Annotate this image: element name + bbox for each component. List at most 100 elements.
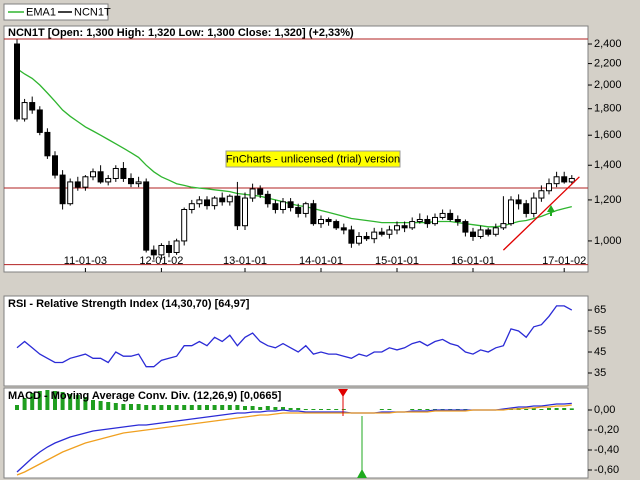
macd-line	[16, 404, 572, 476]
histogram-bar	[136, 404, 141, 410]
candle-body	[530, 197, 537, 214]
histogram-bar	[212, 405, 217, 410]
rsi-title: RSI - Relative Strength Index (14,30,70)…	[8, 298, 250, 310]
histogram-bar	[53, 391, 57, 410]
histogram-bar	[410, 409, 415, 410]
histogram-bar	[197, 405, 202, 410]
histogram-bar	[113, 403, 118, 410]
x-tick-label: 17-01-02	[542, 255, 586, 267]
candle-body	[416, 218, 423, 223]
candle-body	[211, 197, 218, 207]
candle-body	[280, 201, 286, 210]
y-tick-label: -0,20	[594, 424, 619, 436]
histogram-bar	[75, 395, 80, 410]
candle-body	[378, 231, 385, 235]
price-plot	[4, 38, 588, 266]
histogram-bar	[68, 394, 73, 410]
histogram-bar	[205, 405, 209, 410]
histogram-bar	[265, 406, 270, 410]
price-panel	[3, 25, 589, 273]
y-tick-label: 2,400	[594, 38, 622, 50]
histogram-bar	[91, 400, 95, 410]
macd-panel	[3, 387, 589, 479]
y-tick-label: -0,40	[594, 444, 619, 456]
candle-body	[462, 221, 469, 233]
histogram-bar	[106, 402, 111, 410]
y-tick-label: 35	[594, 367, 606, 379]
histogram-bar	[45, 390, 50, 410]
candle-body	[538, 190, 545, 199]
x-tick-label: 13-01-01	[223, 255, 267, 267]
candle-body	[150, 249, 157, 256]
candle-body	[454, 218, 461, 223]
y-tick-label: 45	[594, 346, 606, 358]
candle-body	[196, 199, 203, 205]
histogram-bar	[425, 409, 430, 410]
candle-body	[120, 167, 127, 179]
candle-body	[310, 203, 317, 225]
histogram-bar	[334, 409, 339, 410]
candle-body	[166, 244, 172, 253]
histogram-bar	[303, 409, 308, 410]
histogram-bar	[319, 409, 323, 410]
watermark: FnCharts - unlicensed (trial) version	[226, 153, 400, 165]
legend-label: NCN1T	[74, 6, 111, 18]
candle-body	[112, 167, 119, 179]
rsi-line	[16, 305, 573, 368]
sell-arrow	[338, 389, 348, 397]
histogram-bar	[531, 408, 536, 410]
price-title: NCN1T [Open: 1,300 High: 1,320 Low: 1,30…	[8, 27, 354, 39]
histogram-bar	[144, 405, 149, 410]
y-tick-label: 1,000	[594, 235, 622, 247]
histogram-bar	[417, 409, 422, 410]
x-tick-label: 14-01-01	[299, 255, 343, 267]
histogram-bar	[554, 408, 559, 410]
histogram-bar	[562, 408, 567, 410]
y-tick-label: 2,000	[594, 79, 622, 91]
macd-title: MACD - Moving Average Conv. Div. (12,26,…	[8, 390, 282, 402]
histogram-bar	[159, 405, 164, 410]
candle-body	[302, 203, 309, 214]
y-tick-label: 1,600	[594, 129, 622, 141]
candle-body	[500, 223, 507, 229]
candle-body	[242, 197, 248, 227]
x-tick-label: 11-01-03	[64, 255, 107, 267]
histogram-bar	[524, 409, 529, 410]
y-tick-label: 2,200	[594, 57, 622, 69]
candle-body	[356, 235, 362, 244]
histogram-bar	[83, 397, 88, 410]
candle-body	[52, 155, 58, 176]
histogram-bar	[250, 406, 255, 410]
candle-body	[29, 102, 36, 111]
candle-body	[21, 102, 28, 120]
watermark-box	[225, 150, 401, 168]
histogram-bar	[129, 404, 133, 410]
candle-body	[44, 131, 51, 157]
histogram-bar	[281, 407, 285, 410]
x-tick-label: 16-01-01	[451, 255, 495, 267]
candle-body	[158, 244, 165, 256]
trend-line	[502, 176, 580, 251]
buy-arrow	[357, 469, 367, 478]
candle-body	[181, 208, 188, 242]
rsi-plot	[16, 305, 573, 368]
candle-body	[432, 216, 438, 225]
x-tick-label: 15-01-01	[375, 255, 419, 267]
histogram-bar	[37, 391, 42, 410]
candle-body	[234, 195, 241, 227]
axes: 1,000 1,200 1,400 1,600 1,800 2,000 2,200 2,400…	[8, 6, 622, 476]
candle-body	[287, 201, 294, 209]
x-tick-label: 12-01-02	[139, 255, 183, 267]
legend-box	[3, 3, 109, 21]
candle-body	[257, 188, 264, 195]
candle-body	[546, 183, 552, 192]
y-tick-label: 1,400	[594, 159, 622, 171]
candle-body	[74, 181, 81, 188]
candle-body	[97, 171, 104, 183]
histogram-bar	[569, 408, 574, 410]
histogram-bar	[98, 401, 103, 410]
y-tick-label: 0,00	[594, 404, 615, 416]
histogram-bar	[22, 398, 27, 410]
histogram-bar	[121, 404, 126, 410]
